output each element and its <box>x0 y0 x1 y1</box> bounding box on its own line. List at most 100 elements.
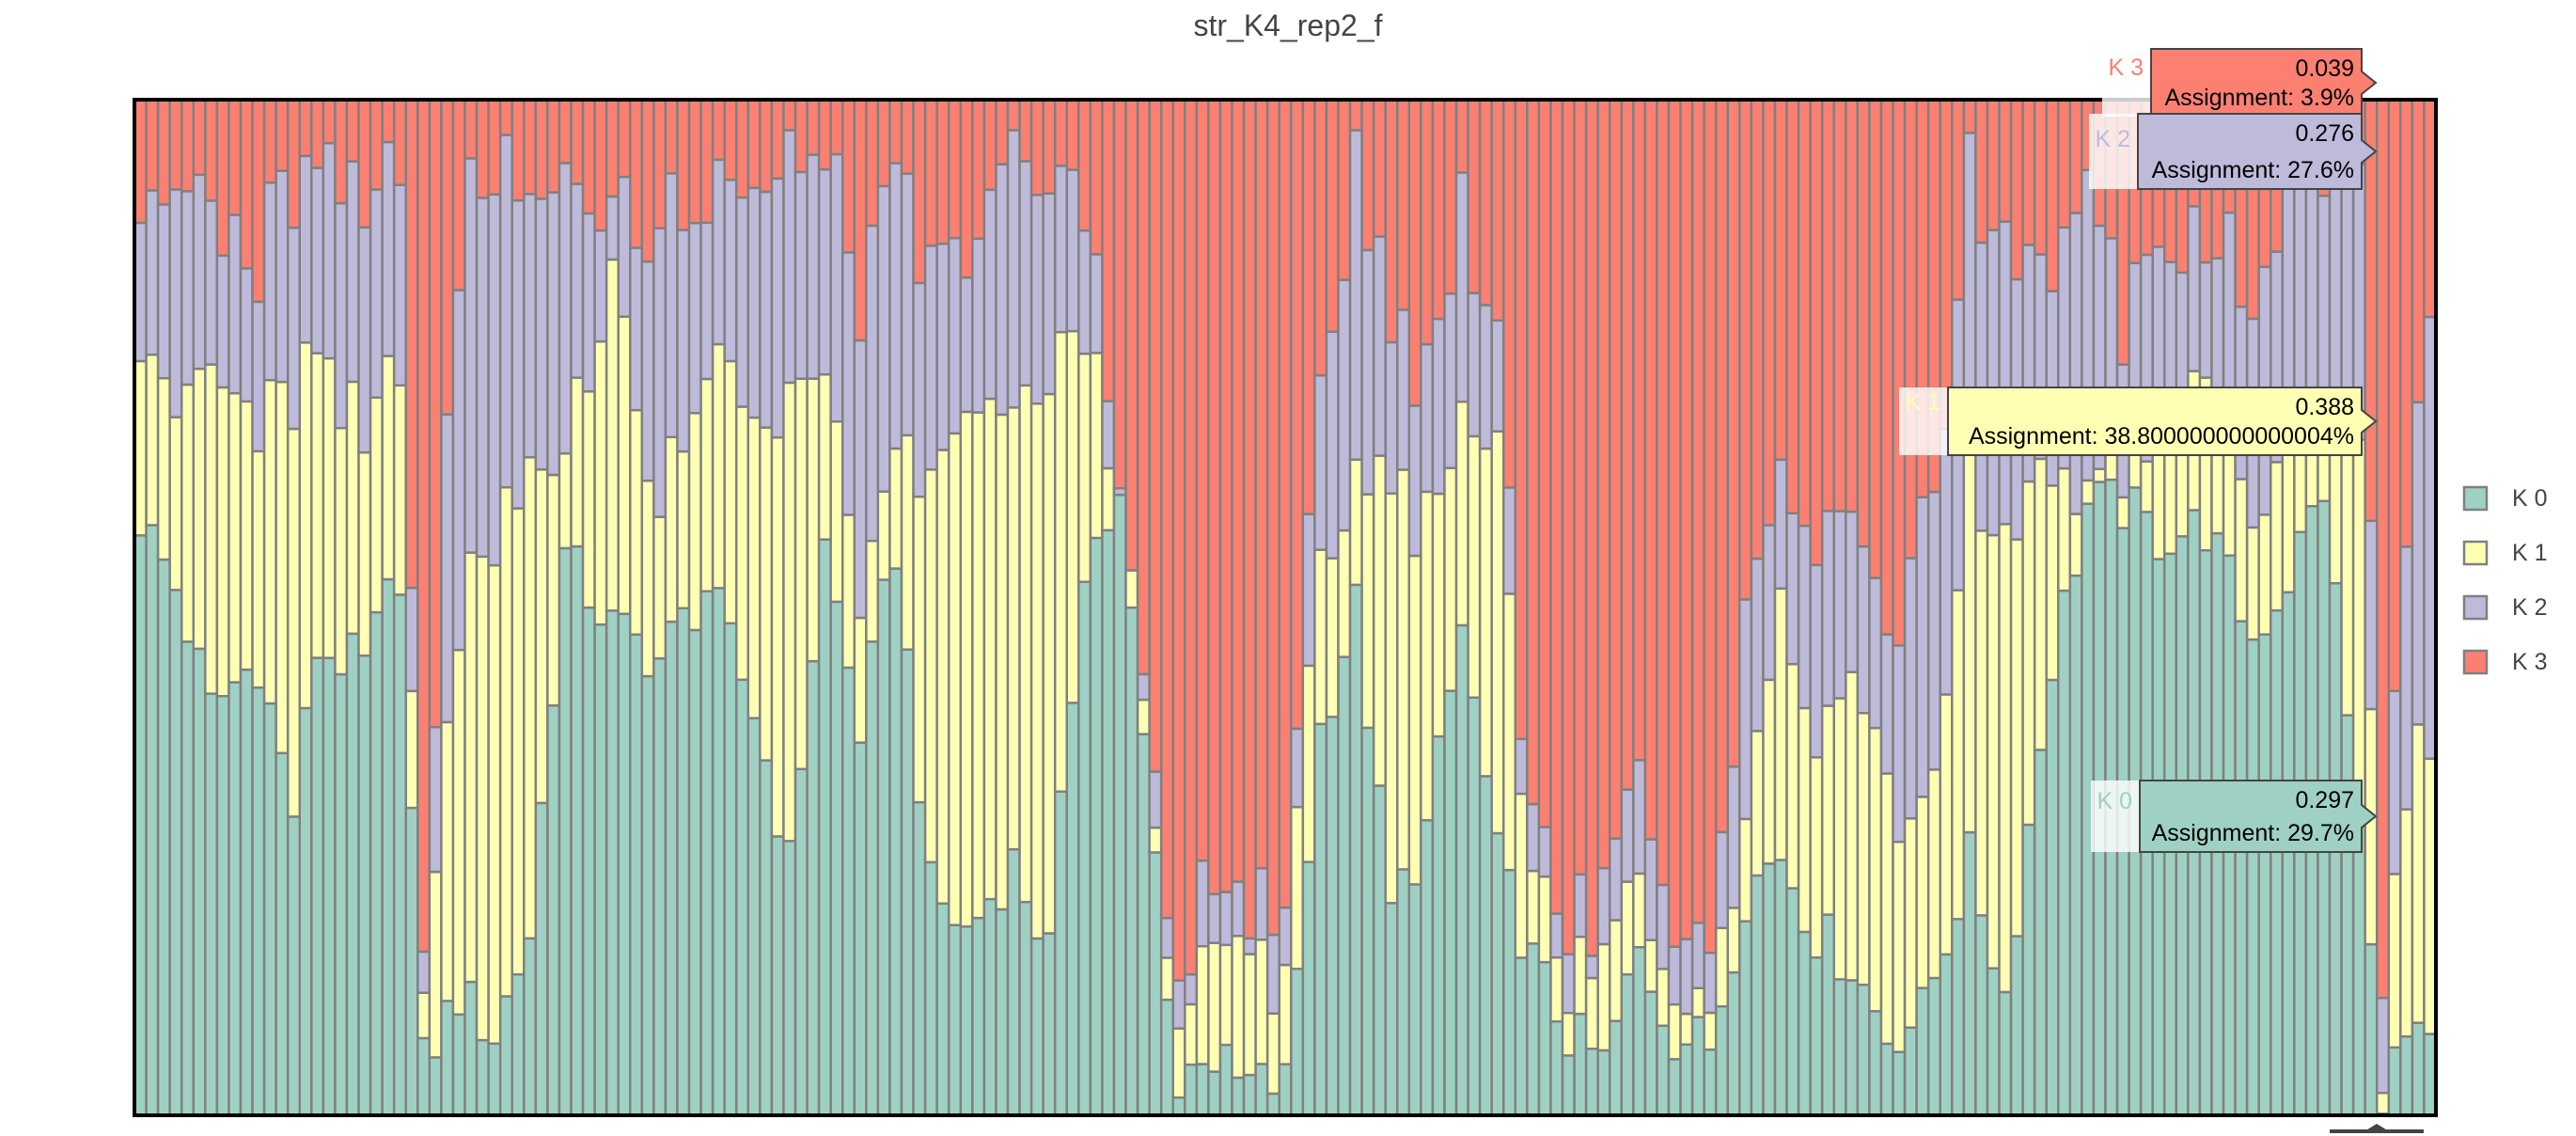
bar-sample-80-k2[interactable] <box>1077 229 1092 355</box>
bar-sample-58-k2[interactable] <box>817 167 832 376</box>
bar-sample-154-k3[interactable] <box>1951 98 1966 301</box>
bar-sample-131-k1[interactable] <box>1679 1012 1694 1046</box>
bar-sample-188-k1[interactable] <box>2351 438 2366 825</box>
bar-sample-93-k0[interactable] <box>1231 1076 1246 1117</box>
bar-sample-8-k1[interactable] <box>228 391 243 684</box>
bar-sample-58-k1[interactable] <box>817 372 832 541</box>
bar-sample-56-k0[interactable] <box>793 767 809 1117</box>
bar-sample-79-k0[interactable] <box>1065 702 1080 1117</box>
bar-sample-114-k3[interactable] <box>1478 98 1493 307</box>
bar-sample-190-k3[interactable] <box>2375 98 2391 1000</box>
bar-sample-121-k3[interactable] <box>1561 98 1576 955</box>
bar-sample-158-k0[interactable] <box>1998 990 2013 1117</box>
bar-sample-59-k1[interactable] <box>829 420 844 604</box>
bar-sample-26-k2[interactable] <box>440 413 455 724</box>
bar-sample-147-k1[interactable] <box>1868 726 1883 1013</box>
bar-sample-115-k1[interactable] <box>1490 430 1505 835</box>
bar-sample-77-k3[interactable] <box>1042 98 1057 195</box>
bar-sample-171-k1[interactable] <box>2151 452 2166 560</box>
bar-sample-162-k1[interactable] <box>2045 484 2060 682</box>
bar-sample-53-k2[interactable] <box>759 190 774 429</box>
bar-sample-7-k2[interactable] <box>215 254 230 389</box>
bar-sample-19-k2[interactable] <box>357 226 372 454</box>
legend-label-k3[interactable]: K 3 <box>2512 649 2548 675</box>
bar-sample-85-k2[interactable] <box>1136 672 1151 702</box>
bar-sample-4-k0[interactable] <box>180 640 196 1117</box>
bar-sample-79-k3[interactable] <box>1065 98 1080 171</box>
bar-sample-11-k1[interactable] <box>262 379 277 705</box>
bar-sample-91-k1[interactable] <box>1207 941 1222 1073</box>
bar-sample-76-k1[interactable] <box>1029 402 1045 940</box>
bar-sample-146-k0[interactable] <box>1856 983 1871 1117</box>
bar-sample-192-k2[interactable] <box>2399 545 2414 811</box>
bar-sample-180-k1[interactable] <box>2257 513 2272 636</box>
bar-sample-71-k1[interactable] <box>971 411 986 920</box>
bar-sample-128-k0[interactable] <box>1643 990 1658 1117</box>
bar-sample-56-k2[interactable] <box>793 170 809 380</box>
bar-sample-17-k3[interactable] <box>334 98 349 205</box>
bar-sample-80-k1[interactable] <box>1077 352 1092 583</box>
bar-sample-128-k2[interactable] <box>1643 838 1658 941</box>
bar-sample-126-k0[interactable] <box>1620 972 1635 1117</box>
bar-sample-6-k1[interactable] <box>204 363 219 695</box>
bar-sample-142-k3[interactable] <box>1809 98 1824 567</box>
bar-sample-134-k3[interactable] <box>1714 98 1730 834</box>
bar-sample-73-k3[interactable] <box>995 98 1010 166</box>
bar-sample-117-k1[interactable] <box>1514 792 1529 959</box>
bar-sample-68-k0[interactable] <box>935 902 950 1117</box>
bar-sample-190-k1[interactable] <box>2375 1091 2391 1115</box>
bar-sample-53-k0[interactable] <box>759 759 774 1117</box>
bar-sample-32-k0[interactable] <box>510 972 526 1117</box>
bar-sample-28-k0[interactable] <box>463 980 479 1117</box>
bar-sample-44-k1[interactable] <box>652 515 668 660</box>
bar-sample-153-k2[interactable] <box>1939 428 1954 696</box>
bar-sample-56-k1[interactable] <box>793 377 809 771</box>
bar-sample-19-k3[interactable] <box>357 98 372 229</box>
bar-sample-156-k1[interactable] <box>1974 529 1989 917</box>
bar-sample-141-k2[interactable] <box>1797 524 1812 710</box>
bar-sample-135-k0[interactable] <box>1726 970 1741 1117</box>
bar-sample-162-k0[interactable] <box>2045 678 2060 1117</box>
bar-sample-76-k0[interactable] <box>1029 937 1045 1117</box>
bar-sample-88-k0[interactable] <box>1171 1096 1186 1117</box>
bar-sample-1-k3[interactable] <box>145 98 160 192</box>
bar-sample-39-k1[interactable] <box>593 339 608 626</box>
bar-sample-4-k3[interactable] <box>180 98 196 193</box>
bar-sample-38-k1[interactable] <box>581 390 596 609</box>
bar-sample-146-k2[interactable] <box>1856 544 1871 715</box>
bar-sample-135-k3[interactable] <box>1726 98 1741 768</box>
bar-sample-114-k1[interactable] <box>1478 447 1493 778</box>
bar-sample-43-k0[interactable] <box>640 674 655 1117</box>
bar-sample-3-k1[interactable] <box>168 416 183 592</box>
bar-sample-66-k3[interactable] <box>912 98 927 285</box>
bar-sample-157-k3[interactable] <box>1986 98 2001 231</box>
bar-sample-54-k3[interactable] <box>770 98 785 181</box>
bar-sample-107-k2[interactable] <box>1396 308 1411 471</box>
bar-sample-41-k3[interactable] <box>617 98 632 179</box>
bar-sample-129-k3[interactable] <box>1656 98 1671 887</box>
bar-sample-29-k2[interactable] <box>475 197 490 559</box>
bar-sample-12-k0[interactable] <box>275 751 290 1117</box>
bar-sample-88-k3[interactable] <box>1171 98 1186 982</box>
legend-swatch-k1[interactable] <box>2462 540 2489 566</box>
bar-sample-47-k1[interactable] <box>687 412 702 632</box>
bar-sample-46-k0[interactable] <box>676 607 691 1117</box>
bar-sample-60-k2[interactable] <box>840 251 856 516</box>
bar-sample-44-k3[interactable] <box>652 98 668 229</box>
bar-sample-97-k1[interactable] <box>1278 963 1293 1065</box>
bar-sample-53-k3[interactable] <box>759 98 774 194</box>
bar-sample-30-k2[interactable] <box>487 193 502 567</box>
bar-sample-14-k1[interactable] <box>298 341 313 710</box>
bar-sample-124-k1[interactable] <box>1596 942 1611 1052</box>
bar-sample-126-k1[interactable] <box>1620 880 1635 976</box>
bar-sample-96-k0[interactable] <box>1265 1092 1280 1117</box>
bar-sample-62-k1[interactable] <box>865 539 880 643</box>
bar-sample-13-k3[interactable] <box>286 98 302 229</box>
bar-sample-84-k0[interactable] <box>1124 606 1139 1117</box>
bar-sample-165-k1[interactable] <box>2081 479 2096 505</box>
bar-sample-80-k3[interactable] <box>1077 98 1092 232</box>
bar-sample-65-k1[interactable] <box>900 434 915 651</box>
bar-sample-48-k3[interactable] <box>699 98 715 225</box>
bar-sample-16-k0[interactable] <box>322 656 337 1117</box>
bar-sample-139-k3[interactable] <box>1773 98 1788 462</box>
